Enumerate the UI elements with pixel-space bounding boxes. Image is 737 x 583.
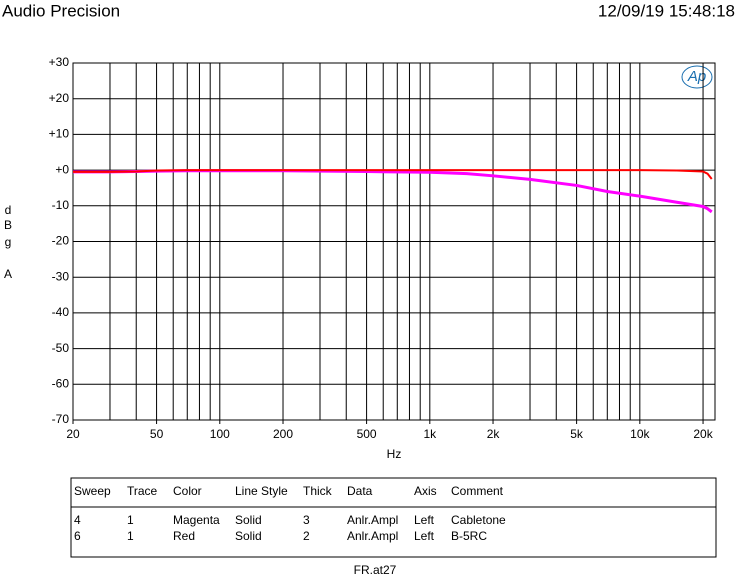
x-tick-label: 200	[273, 427, 293, 441]
table-cell: 1	[127, 513, 134, 527]
table-header: Line Style	[235, 484, 288, 498]
table-cell: Magenta	[173, 513, 220, 527]
table-header: Comment	[451, 484, 504, 498]
table-header: Axis	[414, 484, 437, 498]
y-axis-label: d	[5, 203, 12, 217]
table-cell: Left	[414, 529, 435, 543]
series-line	[73, 169, 713, 180]
y-tick-label: +20	[49, 91, 70, 105]
y-tick-label: -40	[52, 305, 70, 319]
legend-table	[70, 477, 717, 558]
table-cell: 1	[127, 529, 134, 543]
x-tick-label: 10k	[630, 427, 650, 441]
y-tick-label: -20	[52, 234, 70, 248]
y-tick-label: -50	[52, 341, 70, 355]
table-header: Trace	[127, 484, 158, 498]
x-tick-label: 5k	[570, 427, 584, 441]
y-tick-label: +0	[55, 162, 69, 176]
table-cell: Anlr.Ampl	[347, 513, 398, 527]
y-tick-label: -70	[52, 412, 70, 426]
x-tick-label: 100	[210, 427, 230, 441]
y-tick-label: -10	[52, 198, 70, 212]
y-axis-label: B	[4, 218, 12, 232]
table-cell: Red	[173, 529, 195, 543]
plot-frame	[72, 62, 716, 421]
x-tick-label: 20	[66, 427, 80, 441]
table-cell: Left	[414, 513, 435, 527]
x-tick-label: 2k	[487, 427, 501, 441]
x-tick-label: 50	[150, 427, 164, 441]
table-header: Data	[347, 484, 373, 498]
y-tick-label: -60	[52, 376, 70, 390]
table-header: Thick	[303, 484, 333, 498]
y-axis-label: A	[4, 267, 12, 281]
table-cell: Solid	[235, 529, 262, 543]
y-tick-label: -30	[52, 269, 70, 283]
table-cell: 4	[74, 513, 81, 527]
table-cell: 3	[303, 513, 310, 527]
y-tick-label: +30	[49, 55, 70, 69]
logo: Ap	[687, 68, 706, 85]
table-cell: 6	[74, 529, 81, 543]
x-axis-label: Hz	[387, 447, 402, 461]
table-cell: Solid	[235, 513, 262, 527]
table-cell: Anlr.Ampl	[347, 529, 398, 543]
table-cell: B-5RC	[451, 529, 487, 543]
table-cell: 2	[303, 529, 310, 543]
table-header: Sweep	[74, 484, 111, 498]
x-tick-label: 1k	[423, 427, 437, 441]
timestamp: 12/09/19 15:48:18	[598, 1, 735, 20]
logo-ring	[681, 65, 713, 89]
brand: Audio Precision	[2, 1, 120, 20]
x-tick-label: 20k	[693, 427, 713, 441]
table-cell: Cabletone	[451, 513, 506, 527]
y-axis-label: g	[5, 235, 12, 249]
footer: FR.at27	[354, 563, 397, 577]
table-header: Color	[173, 484, 202, 498]
x-tick-label: 500	[357, 427, 377, 441]
y-tick-label: +10	[49, 127, 70, 141]
